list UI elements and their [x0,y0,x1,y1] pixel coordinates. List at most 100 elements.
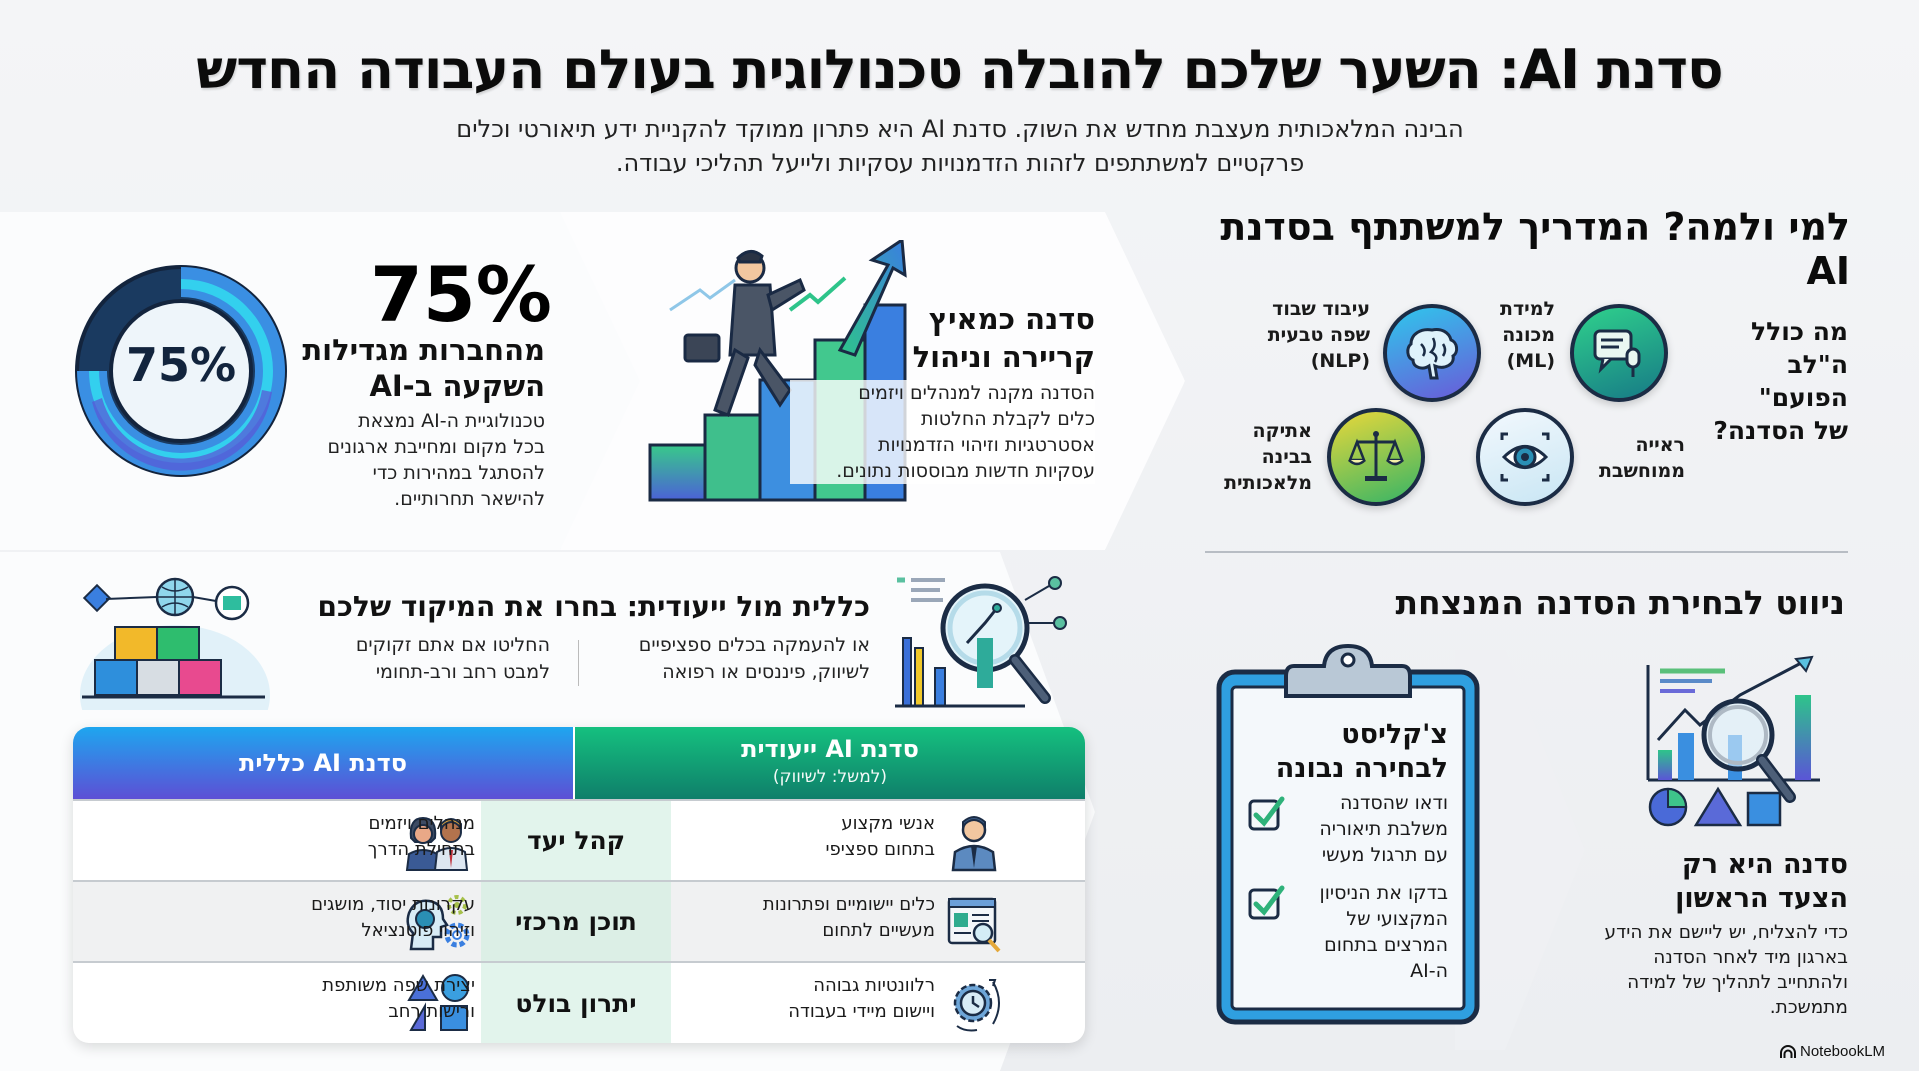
cell-line: מעשיים לתחום [822,920,935,941]
row-label: יתרון בולט [481,963,671,1043]
brand-name: NotebookLM [1800,1043,1886,1060]
nav-section-title: ניווט לבחירת הסדנה המנצחת [1395,583,1845,622]
checklist-item-line: המקצועי של [1346,908,1448,930]
career-body-line: הסדנה מקנה למנהלים ויזמים [858,382,1095,404]
topic-vision-label: ראייה ממוחשבת [1595,432,1685,484]
core-question-line: של הסדנה? [1713,416,1848,445]
table-row: תוכן מרכזי כלים יישומיים ופתרונות מעשיים… [73,880,1085,961]
desc-line: לשיווק, פיננסים או רפואה [662,661,870,683]
topic-label-line: למידת [1500,298,1555,320]
desc-line: החליטו אם אתם זקוקים [355,634,550,656]
topic-label-line: אתיקה [1252,420,1312,442]
first-step-body-line: ולהתחייב לתהליך של למידה [1627,972,1848,993]
cell-line: אנשי מקצוע [841,813,935,834]
table-header-label: סדנת AI כללית [239,749,408,777]
checklist-title: צ'קליסט לבחירה נבונה [1250,718,1448,786]
topic-ml-label: למידת מכונה (ML) [1480,296,1555,374]
career-body-line: עסקיות חדשות מבוססות נתונים. [836,460,1095,482]
cell-general: יצירת שפה משותפת ורישות רחב [275,973,475,1025]
first-step-title-line: סדנה היא רק [1681,849,1848,880]
page-subtitle: הבינה המלאכותית מעצבת מחדש את השוק. סדנת… [370,112,1550,180]
cell-line: בתחום ספציפי [825,839,935,860]
table-header-general: סדנת AI כללית [73,727,573,799]
topic-label-line: בבינה [1261,446,1312,468]
core-question-line: מה כולל [1751,317,1848,346]
cell-line: עקרונות יסוד, מושגים [311,894,475,915]
table-row: יתרון בולט רלוונטיות גבוהה ויישום מיידי … [73,961,1085,1043]
browser-search-icon [947,897,1001,953]
desc-divider [578,640,579,686]
stat-big-number: 75% [370,250,552,339]
topic-label-line: (NLP) [1310,350,1370,372]
first-step-body-line: מתמשכת. [1769,997,1848,1018]
topic-label-line: מכונה [1502,324,1555,346]
donut-chart-icon [75,265,287,477]
checklist-item-line: משלבת תיאוריה [1319,818,1448,840]
topic-label-line: שפה טבעית [1267,324,1370,346]
cell-line: וזיהוי פוטנציאל [361,920,475,941]
topic-label-line: עיבוד שבוד [1272,298,1370,320]
cell-general: מנהלים ויזמים בתחילת הדרך [295,811,475,863]
career-title-line: סדנה כמאיץ [928,302,1095,336]
who-section-title: למי ולמה? המדריך למשתתף בסדנת AI [1220,205,1850,293]
table-row: קהל יעד אנשי מקצוע בתחום ספציפי מנהלים ו… [73,799,1085,880]
table-header-sublabel: (למשל: לשיווק) [772,767,888,787]
desc-line: למבט רחב ורב-תחומי [375,661,550,683]
cell-line: ורישות רחב [388,1001,475,1022]
donut-percent-label: 75% [125,338,237,392]
topic-ethics-label: אתיקה בבינה מלאכותית [1200,418,1312,496]
career-title-line: קריירה וניהול [912,340,1095,374]
compare-general-desc: החליטו אם אתם זקוקים למבט רחב ורב-תחומי [300,632,550,686]
cell-line: רלוונטיות גבוהה [813,975,935,996]
chat-mic-icon [1593,329,1641,377]
first-step-body-line: כדי להצליח, יש ליישם את הידע [1604,922,1848,943]
checklist-item: בדקו את הניסיון המקצועי של המרצים בתחום … [1290,880,1448,984]
row-label: תוכן מרכזי [481,882,671,961]
two-people-icon [405,816,469,871]
checklist-item-line: המרצים בתחום [1324,934,1448,956]
first-step-title-line: הצעד הראשון [1675,883,1848,914]
page-title: סדנת AI: השער שלכם להובלה טכנולוגית בעול… [196,38,1723,101]
cell-line: כלים יישומיים ופתרונות [762,894,935,915]
checklist-title-line: לבחירה נבונה [1275,753,1448,784]
stat-headline-line: מהחברות מגדילות [302,333,545,367]
topic-nlp-label: עיבוד שבוד שפה טבעית (NLP) [1255,296,1370,374]
core-question: מה כולל ה"לב הפועם" של הסדנה? [1700,315,1848,447]
magnifier-chart-icon [895,576,1067,708]
stat-body: טכנולוגיית ה-AI נמצאת בכל מקום ומחייבת א… [290,408,545,512]
stat-body-line: בכל מקום ומחייבת ארגונים [327,436,545,458]
comparison-table: סדנת AI כללית סדנת AI ייעודית (למשל: לשי… [73,727,1085,1043]
cell-line: בתחילת הדרך [367,839,475,860]
brain-icon [1406,328,1459,380]
topic-ml-circle [1570,304,1668,402]
eye-icon [1500,432,1550,482]
brand-watermark: NotebookLM [1780,1043,1910,1060]
cell-line: יצירת שפה משותפת [322,975,475,996]
scales-icon [1348,431,1404,481]
checklist-item: ודאו שהסדנה משלבת תיאוריה עם תרגול מעשי [1290,790,1448,868]
career-title: סדנה כמאיץ קריירה וניהול [880,300,1095,376]
clipboard-icon [1216,643,1480,1025]
compare-section-title: כללית מול ייעודית: בחרו את המיקוד שלכם [317,590,870,623]
stat-body-line: להסתגל במהירות כדי [372,462,545,484]
section-divider [1205,551,1848,553]
subtitle-line: פרקטיים למשתתפים לזהות הזדמנויות עסקיות … [615,149,1305,177]
topic-nlp-circle [1383,304,1481,402]
first-step-title: סדנה היא רק הצעד הראשון [1630,848,1848,916]
shapes-icon [407,974,469,1031]
row-label: קהל יעד [481,801,671,880]
checklist-item-line: עם תרגול מעשי [1321,844,1448,866]
cell-specific: אנשי מקצוע בתחום ספציפי [695,811,935,863]
checkbox-checked-icon [1248,796,1285,831]
gear-cycle-icon [953,979,1000,1032]
cell-specific: כלים יישומיים ופתרונות מעשיים לתחום [685,892,935,944]
analytics-magnifier-icon [1646,655,1820,827]
notebooklm-logo-icon [1780,1044,1796,1058]
building-blocks-network-icon [80,577,270,710]
desc-line: או להעמקה בכלים ספציפיים [638,634,870,656]
stat-headline-line: השקעה ב-AI [369,369,545,403]
compare-specific-desc: או להעמקה בכלים ספציפיים לשיווק, פיננסים… [580,632,870,686]
cell-line: מנהלים ויזמים [368,813,475,834]
professional-person-icon [951,816,997,872]
checklist-item-line: ה-AI [1410,960,1448,982]
